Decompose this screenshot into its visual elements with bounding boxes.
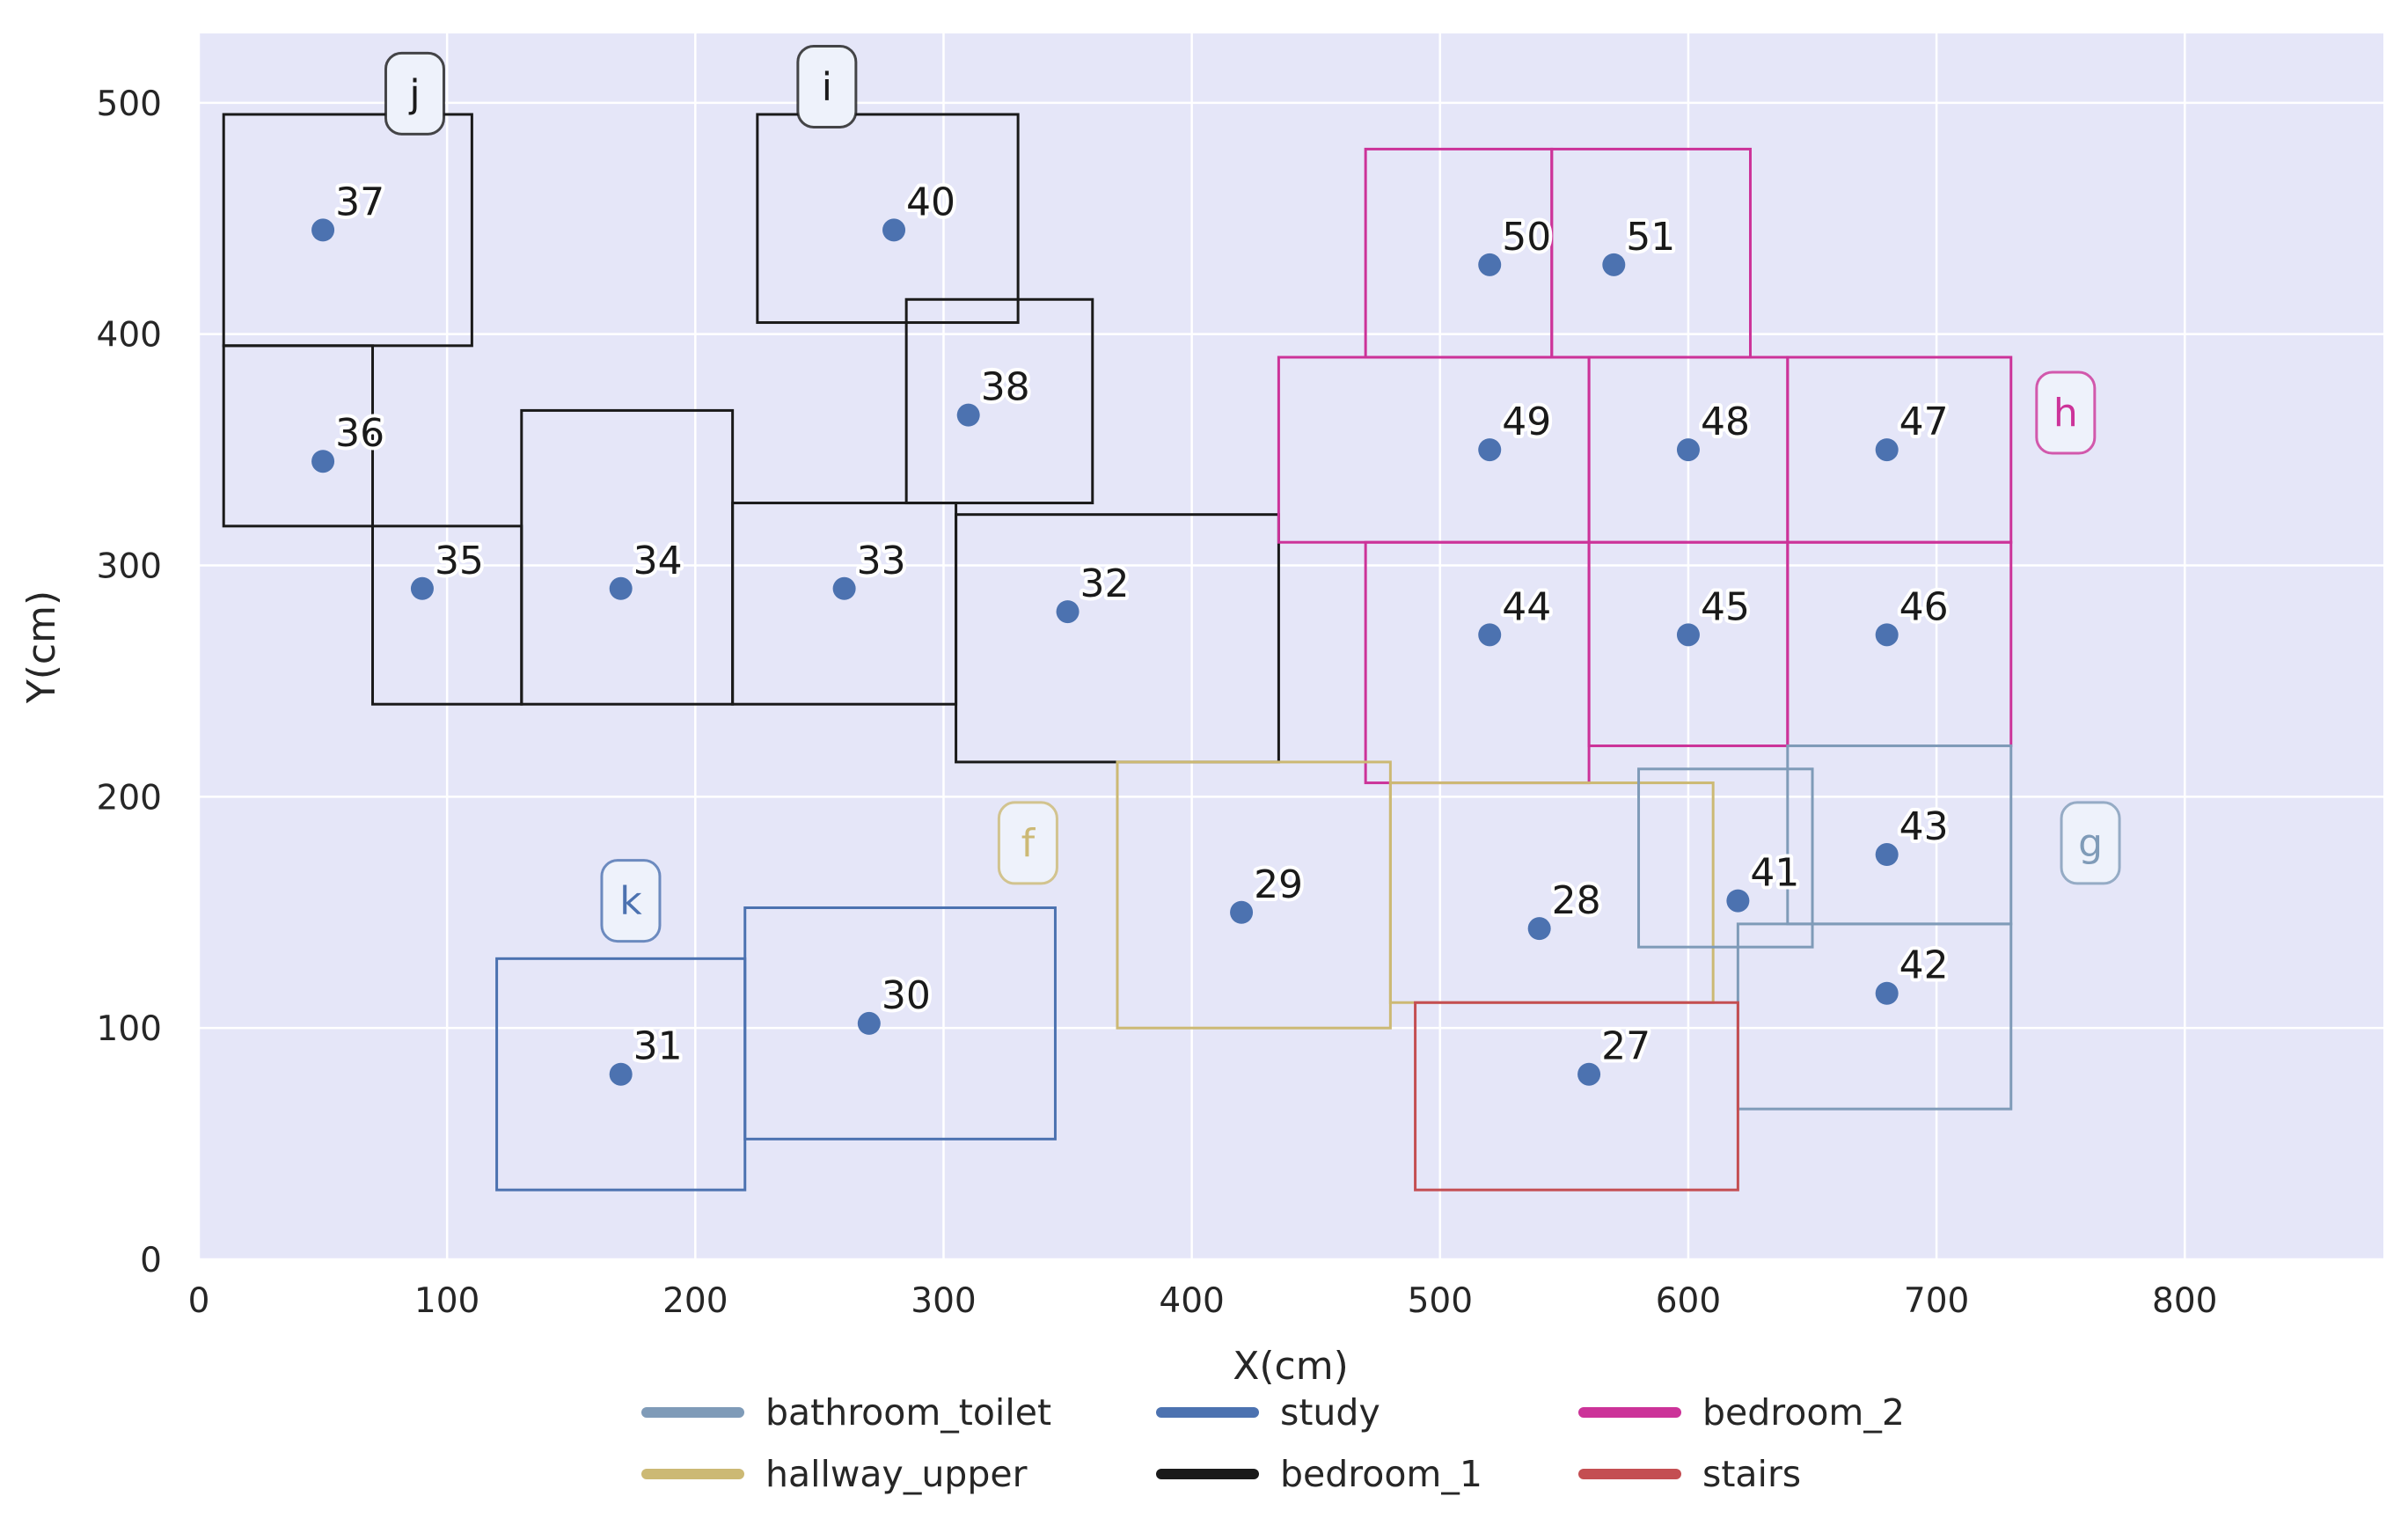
point-44	[1478, 623, 1502, 647]
legend-label: bedroom_2	[1702, 1391, 1905, 1434]
y-tick-label: 200	[97, 778, 162, 818]
room-rect-stairs	[1414, 1001, 1739, 1192]
point-38	[956, 403, 980, 427]
room-tag-label: g	[2078, 821, 2103, 866]
point-label: 40	[906, 180, 955, 224]
point-46	[1875, 623, 1899, 647]
legend-label: hallway_upper	[765, 1453, 1028, 1495]
room-tag-box	[2060, 801, 2121, 885]
point-28	[1527, 917, 1551, 941]
point-label: 29	[1254, 862, 1303, 907]
x-tick-label: 200	[662, 1281, 728, 1321]
axis-ticks: 0 100 200 300 400 500 600 700 800 0 100 200 300 400 50…	[97, 84, 2218, 1321]
point-label: 44	[1502, 584, 1551, 629]
x-tick-label: 300	[911, 1281, 976, 1321]
point-label: 48	[1701, 400, 1750, 444]
y-tick-label: 100	[97, 1009, 162, 1049]
room-tag-box	[2035, 370, 2097, 455]
x-tick-label: 500	[1408, 1281, 1473, 1321]
legend-label: stairs	[1702, 1453, 1801, 1495]
point-45	[1676, 623, 1700, 647]
point-label: 34	[633, 539, 683, 583]
point-label: 51	[1626, 215, 1675, 260]
point-31	[609, 1062, 633, 1086]
x-tick-label: 100	[414, 1281, 479, 1321]
room-tag-box	[600, 859, 662, 943]
point-label: 49	[1502, 400, 1551, 444]
point-label: 28	[1552, 878, 1601, 923]
plot-area-background	[199, 33, 2383, 1259]
point-label: 30	[882, 973, 931, 1018]
room-tag-label: f	[1021, 821, 1036, 866]
point-label: 43	[1899, 804, 1949, 849]
y-tick-label: 300	[97, 547, 162, 587]
point-label: 27	[1601, 1024, 1650, 1069]
point-27	[1577, 1062, 1601, 1086]
x-tick-label: 800	[2152, 1281, 2217, 1321]
point-40	[882, 218, 906, 242]
point-41	[1726, 889, 1750, 913]
legend-label: bathroom_toilet	[765, 1391, 1051, 1434]
point-48	[1676, 438, 1700, 462]
point-37	[311, 218, 335, 242]
room-tag-label: i	[822, 64, 832, 109]
room-tag-box	[384, 51, 445, 136]
point-label: 47	[1899, 400, 1949, 444]
x-tick-label: 600	[1656, 1281, 1721, 1321]
point-42	[1875, 981, 1899, 1005]
room-tags: j i h g f k	[384, 44, 2121, 943]
point-30	[857, 1011, 881, 1035]
x-tick-label: 700	[1904, 1281, 1969, 1321]
room-tag-label: h	[2053, 391, 2078, 436]
room-rect-study	[743, 906, 1057, 1141]
data-points: 27 28 29 30 31 32 33 34 35 36 37 38 40 41 42 43 44 45 46 47…	[311, 176, 1952, 1086]
point-32	[1056, 600, 1080, 624]
point-label: 36	[335, 411, 384, 456]
point-43	[1875, 843, 1899, 867]
point-label: 32	[1080, 561, 1130, 606]
point-label: 45	[1701, 584, 1750, 629]
point-label: 31	[633, 1024, 683, 1069]
room-rect-bedroom_1	[904, 297, 1094, 505]
point-36	[311, 450, 335, 473]
y-axis-label: Y(cm)	[19, 590, 64, 704]
point-50	[1478, 253, 1502, 276]
point-29	[1230, 900, 1254, 924]
point-34	[609, 576, 633, 600]
x-tick-label: 0	[188, 1281, 210, 1321]
y-tick-label: 500	[97, 84, 162, 124]
point-label: 42	[1899, 943, 1949, 988]
point-label: 35	[435, 539, 484, 583]
room-tag-box	[997, 801, 1058, 885]
y-tick-label: 0	[140, 1241, 162, 1280]
point-35	[410, 576, 434, 600]
x-axis-label: X(cm)	[1233, 1344, 1349, 1389]
legend: bathroom_toilet hallway_upper study bedroom…	[641, 1391, 1905, 1495]
room-tag-label: k	[619, 879, 642, 924]
point-label: 41	[1750, 851, 1799, 896]
grid	[197, 33, 2383, 1261]
room-tag-label: j	[408, 71, 420, 116]
room-rect-bathroom_toilet	[1637, 767, 1814, 949]
point-label: 38	[981, 365, 1030, 410]
point-label: 50	[1502, 215, 1551, 260]
point-47	[1875, 438, 1899, 462]
room-tag-box	[796, 44, 858, 128]
point-49	[1478, 438, 1502, 462]
point-label: 33	[857, 539, 906, 583]
point-51	[1602, 253, 1626, 276]
point-label: 46	[1899, 584, 1949, 629]
room-rectangles	[222, 113, 2013, 1192]
room-rect-bedroom_1	[222, 344, 375, 528]
legend-label: study	[1280, 1391, 1380, 1434]
x-tick-label: 400	[1159, 1281, 1224, 1321]
point-label: 37	[335, 180, 384, 224]
room-rect-bedroom_1	[756, 113, 1020, 325]
y-tick-label: 400	[97, 316, 162, 356]
legend-label: bedroom_1	[1280, 1453, 1482, 1495]
point-33	[832, 576, 856, 600]
